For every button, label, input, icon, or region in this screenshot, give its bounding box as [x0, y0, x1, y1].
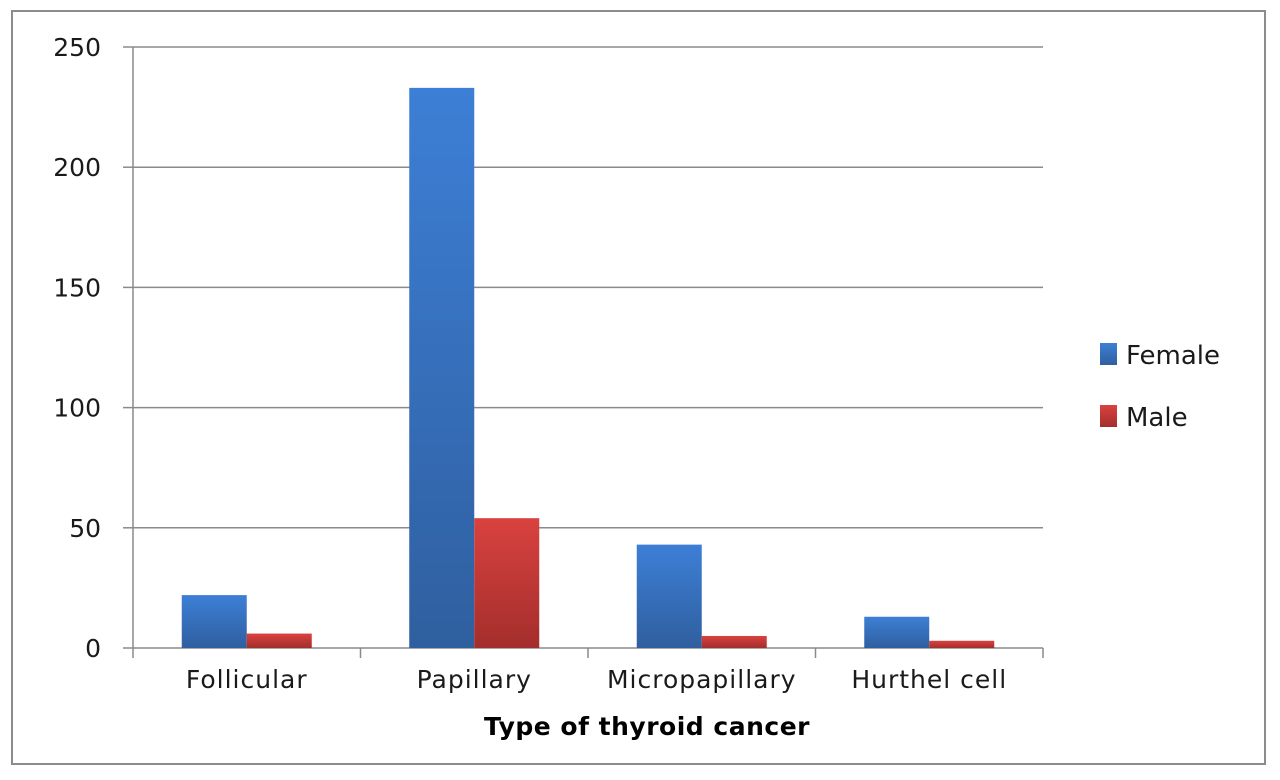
- gridlines: [133, 46, 1043, 529]
- y-tick-label: 0: [85, 634, 101, 663]
- bar-female-follicular: [181, 595, 247, 648]
- legend: Female Male: [1100, 341, 1220, 433]
- y-tick-label: 250: [53, 33, 101, 62]
- legend-label-male: Male: [1126, 403, 1188, 433]
- bar-male-papillary: [474, 518, 540, 648]
- legend-label-female: Female: [1126, 341, 1220, 371]
- y-tick-label: 200: [53, 153, 101, 182]
- y-tick-label: 100: [53, 394, 101, 423]
- x-tick-label: Follicular: [186, 665, 308, 694]
- x-tick-label: Papillary: [417, 665, 532, 694]
- legend-swatch-female: [1100, 343, 1117, 365]
- y-tick-label: 50: [69, 514, 101, 543]
- legend-swatch-male: [1100, 405, 1117, 427]
- bar-female-papillary: [409, 87, 475, 649]
- labels: Type of thyroid cancer 0 50 100 150 200 250 Fo…: [53, 33, 1007, 741]
- bar-female-micropapillary: [636, 544, 702, 648]
- x-axis-title: Type of thyroid cancer: [484, 712, 810, 741]
- bar-male-hurthel-cell: [929, 640, 995, 648]
- bar-male-follicular: [246, 633, 312, 648]
- x-tick-label: Hurthel cell: [851, 665, 1007, 694]
- axes: [123, 46, 1044, 658]
- x-tick-label: Micropapillary: [607, 665, 797, 694]
- bars: [181, 87, 995, 649]
- y-tick-label: 150: [53, 273, 101, 302]
- bar-female-hurthel-cell: [864, 616, 930, 648]
- bar-male-micropapillary: [701, 635, 767, 648]
